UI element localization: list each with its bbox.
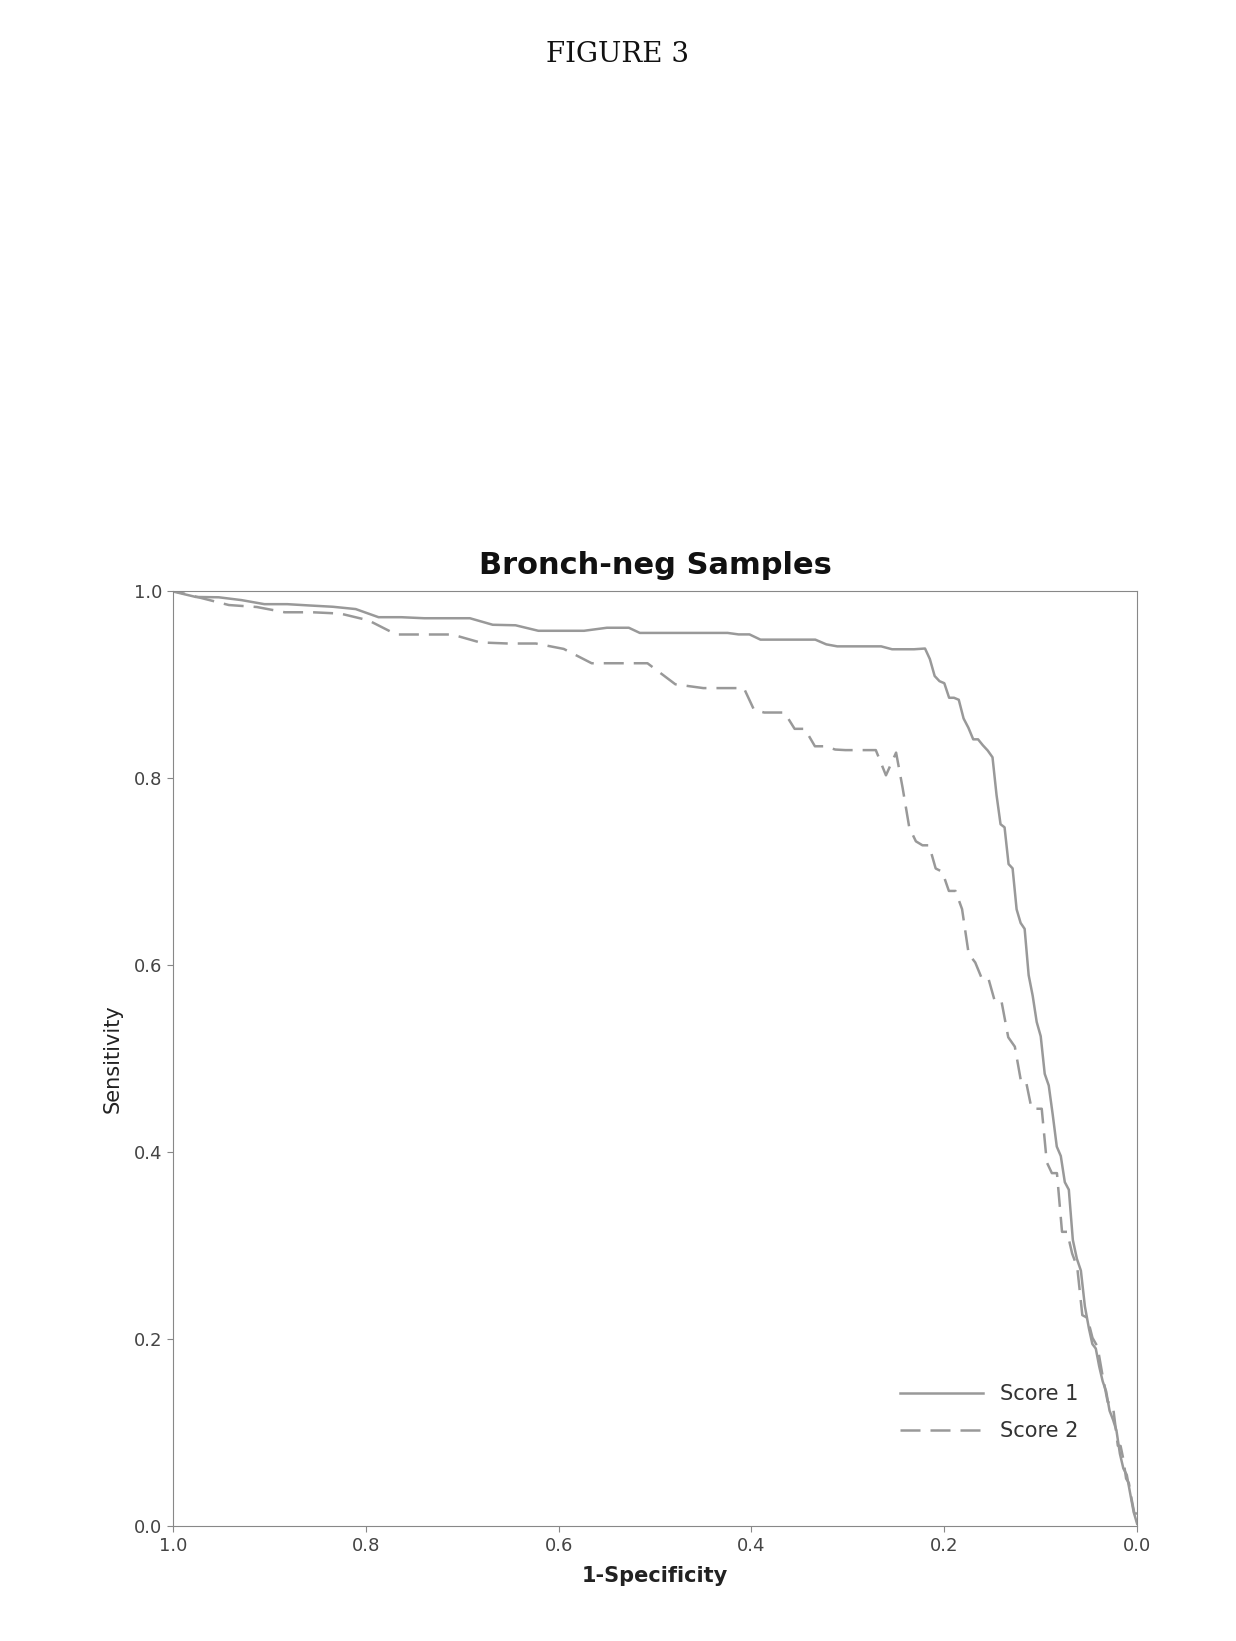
Legend: Score 1, Score 2: Score 1, Score 2 — [900, 1385, 1079, 1441]
Score 2 — [166, 581, 180, 601]
Score 1 — [829, 637, 844, 656]
Score 1 — [721, 624, 735, 643]
Score 1 — [947, 688, 962, 707]
Score 2 — [612, 653, 627, 673]
X-axis label: 1-Specificity: 1-Specificity — [582, 1566, 728, 1585]
Score 1 — [1106, 1410, 1121, 1429]
Score 2 — [1127, 1503, 1142, 1523]
Y-axis label: Sensitivity: Sensitivity — [103, 1004, 124, 1113]
Score 2 — [1130, 1503, 1145, 1523]
Score 2 — [942, 881, 957, 901]
Score 2 — [1116, 1449, 1131, 1469]
Line: Score 1: Score 1 — [173, 591, 1137, 1524]
Line: Score 2: Score 2 — [173, 591, 1137, 1513]
Text: FIGURE 3: FIGURE 3 — [546, 41, 690, 67]
Title: Bronch-neg Samples: Bronch-neg Samples — [478, 551, 832, 579]
Score 1 — [665, 624, 680, 643]
Score 1 — [1130, 1515, 1145, 1534]
Score 1 — [1037, 1063, 1052, 1083]
Score 2 — [706, 678, 721, 697]
Score 2 — [915, 835, 929, 855]
Score 1 — [166, 581, 180, 601]
